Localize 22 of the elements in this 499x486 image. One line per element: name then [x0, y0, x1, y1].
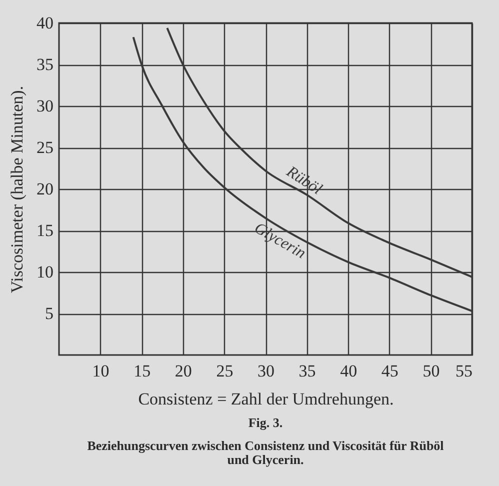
y-axis-title: Viscosimeter (halbe Minuten).	[8, 86, 26, 294]
y-tick-label: 20	[36, 180, 54, 198]
x-tick-label: 35	[298, 362, 316, 380]
x-tick-label: 30	[258, 362, 274, 380]
y-tick-label: 25	[36, 138, 54, 157]
x-tick-label: 45	[381, 362, 398, 380]
y-tick-label: 30	[36, 96, 54, 116]
x-tick-label: 25	[216, 362, 234, 380]
y-tick-label: 15	[36, 221, 54, 240]
x-tick-label: 20	[174, 362, 192, 380]
x-axis-title: Consistenz = Zahl der Umdrehungen.	[138, 390, 394, 408]
y-tick-label: 40	[36, 14, 54, 32]
x-tick-label: 50	[422, 362, 440, 380]
y-tick-label: 10	[36, 262, 54, 282]
text: Fig. 3.	[248, 415, 283, 430]
x-tick-label: 10	[92, 362, 110, 380]
y-tick-label: 35	[36, 55, 54, 74]
y-tick-label: 5	[45, 304, 54, 323]
x-tick-label: 55	[456, 362, 472, 380]
text: Beziehungscurven zwischen Consistenz und Viscosität für Rüböl und Glycerin.	[87, 438, 444, 467]
x-tick-label: 40	[340, 362, 358, 380]
x-tick-label: 15	[134, 362, 151, 380]
